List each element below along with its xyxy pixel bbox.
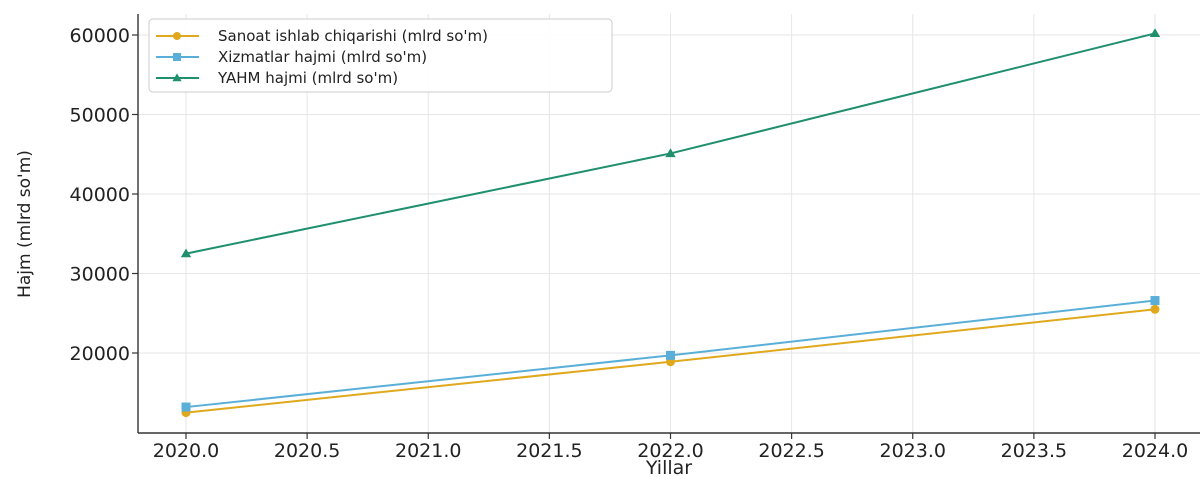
y-tick-label: 30000	[70, 264, 130, 286]
data-point-series-3	[1149, 28, 1161, 38]
data-point-series-1	[1150, 304, 1160, 314]
data-point-series-2	[181, 402, 191, 412]
axes	[137, 14, 1200, 434]
series-group	[180, 28, 1161, 418]
x-tick-label: 2020.0	[153, 440, 219, 462]
y-tick-label: 20000	[70, 343, 130, 365]
x-tick-label: 2023.5	[1001, 440, 1067, 462]
legend-marker-2	[173, 53, 181, 61]
x-tick-label: 2022.0	[637, 440, 703, 462]
x-tick-label: 2020.5	[274, 440, 340, 462]
data-point-series-2	[666, 350, 675, 360]
legend-label-1: Sanoat ishlab chiqarishi (mlrd so'm)	[218, 27, 488, 45]
data-point-series-2	[1150, 296, 1160, 306]
x-tick-label: 2022.5	[758, 440, 824, 462]
y-axis-title: Hajm (mlrd so'm)	[15, 150, 35, 298]
x-tick-label: 2023.0	[880, 440, 946, 462]
x-tick-label: 2024.0	[1122, 440, 1188, 462]
data-point-series-3	[180, 248, 192, 258]
legend-label-2: Xizmatlar hajmi (mlrd so'm)	[218, 48, 427, 66]
y-tick-label: 60000	[70, 25, 130, 47]
y-tick-label: 40000	[70, 184, 130, 206]
x-tick-label: 2021.0	[395, 440, 461, 462]
x-tick-label: 2021.5	[516, 440, 582, 462]
x-axis-title: Yillar	[645, 457, 692, 477]
legend-marker-3	[172, 73, 182, 82]
legend-box	[148, 18, 613, 93]
x-ticks: 2020.0 2020.5 2021.0 2021.5 2022.0 2022.5 2023…	[153, 433, 1188, 462]
legend: Sanoat ishlab chiqarishi (mlrd so'm) Xizm…	[148, 18, 613, 93]
y-ticks: 20000 30000 40000 50000 60000	[70, 25, 138, 365]
legend-label-3: YAHM hajmi (mlrd so'm)	[217, 69, 398, 87]
y-tick-label: 50000	[70, 105, 130, 127]
legend-marker-1	[173, 32, 181, 40]
data-point-series-3	[665, 148, 676, 158]
